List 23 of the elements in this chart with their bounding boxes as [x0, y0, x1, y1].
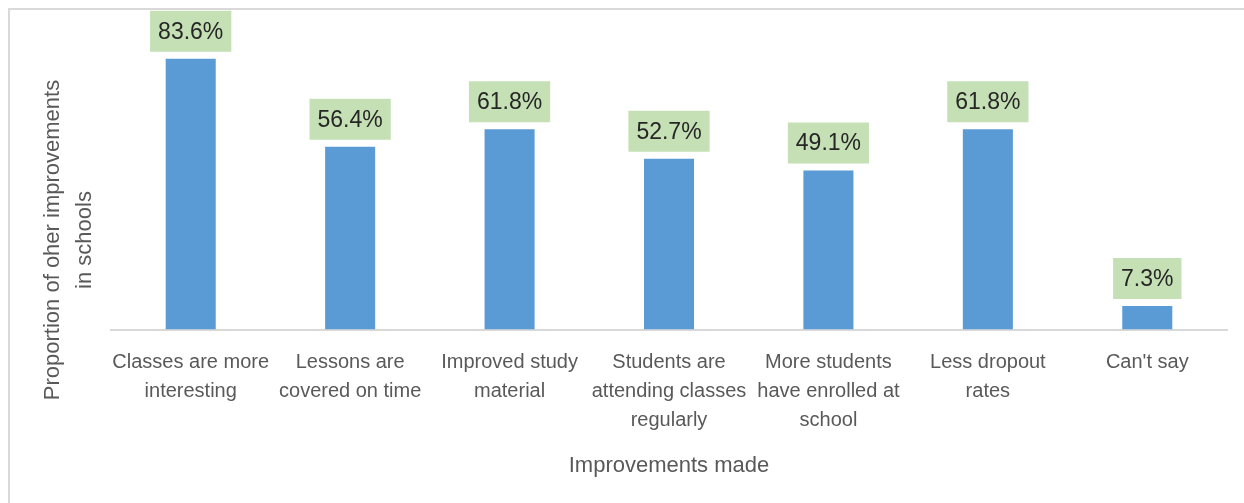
x-tick-label: Lessons are covered on time: [278, 349, 422, 401]
bar: [165, 58, 216, 330]
bar: [325, 146, 376, 330]
bar: [962, 129, 1013, 330]
data-label: 61.8%: [955, 88, 1021, 115]
x-tick-label: More students have enrolled at school: [757, 349, 901, 430]
bar: [803, 170, 854, 330]
x-tick-label: Can't say: [1105, 349, 1189, 372]
bar: [1122, 305, 1173, 330]
x-tick-label: Improved study material: [441, 349, 578, 401]
x-axis-title: Improvements made: [568, 451, 770, 477]
y-axis-title: Proportion of oher improvements in schools: [39, 79, 97, 401]
bar: [643, 158, 695, 330]
x-tick-label: Classes are more interesting: [112, 349, 270, 401]
data-label: 83.6%: [158, 17, 224, 44]
data-label: 49.1%: [795, 129, 862, 156]
x-tick-label: Students are attending classes regularly: [591, 349, 747, 430]
data-label: 52.7%: [636, 117, 702, 144]
data-label: 56.4%: [317, 105, 383, 132]
bar: [484, 129, 535, 330]
x-tick-label: Less dropout rates: [930, 349, 1047, 401]
data-label: 7.3%: [1121, 264, 1174, 291]
data-label: 61.8%: [476, 88, 543, 115]
